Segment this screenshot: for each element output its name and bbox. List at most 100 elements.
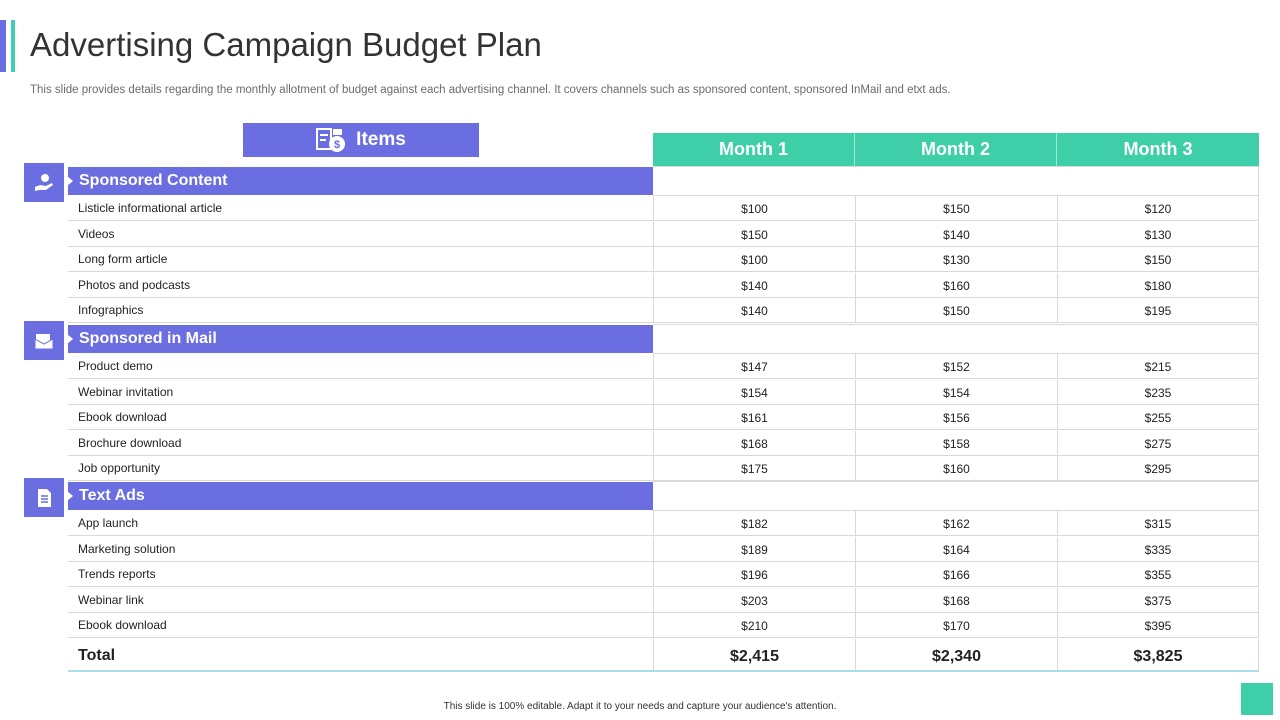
table-row: Brochure download $168 $158 $275 <box>68 430 1259 456</box>
month-2-value: $158 <box>855 430 1057 455</box>
row-label: Infographics <box>78 303 144 318</box>
month-1-value: $168 <box>653 430 855 455</box>
section-spacer-cell <box>653 166 1259 196</box>
month-3-value: $355 <box>1057 562 1259 587</box>
footer-note: This slide is 100% editable. Adapt it to… <box>443 701 837 712</box>
items-header: $ Items <box>243 123 479 157</box>
table-row: Photos and podcasts $140 $160 $180 <box>68 272 1259 298</box>
row-label: Job opportunity <box>78 461 161 476</box>
month-2-value: $160 <box>855 456 1057 481</box>
month-3-value: $335 <box>1057 536 1259 561</box>
row-label: Marketing solution <box>78 541 176 556</box>
table-row: Webinar link $203 $168 $375 <box>68 587 1259 613</box>
month-2-value: $140 <box>855 221 1057 246</box>
table-row: Infographics $140 $150 $195 <box>68 298 1259 324</box>
total-month-1: $2,415 <box>653 639 855 670</box>
row-label: Ebook download <box>78 410 167 425</box>
month-1-value: $210 <box>653 613 855 638</box>
row-label: Trends reports <box>78 567 156 582</box>
month-3-value: $235 <box>1057 379 1259 404</box>
corner-accent <box>1241 683 1273 715</box>
month-2-value: $150 <box>855 298 1057 323</box>
table-row: Webinar invitation $154 $154 $235 <box>68 379 1259 405</box>
month-1-value: $140 <box>653 272 855 297</box>
table-row: Ebook download $161 $156 $255 <box>68 405 1259 431</box>
caret-right-icon <box>67 491 73 501</box>
month-3-value: $130 <box>1057 221 1259 246</box>
month-3-value: $255 <box>1057 405 1259 430</box>
month-2-value: $170 <box>855 613 1057 638</box>
month-1-value: $196 <box>653 562 855 587</box>
row-label: Ebook download <box>78 618 167 633</box>
month-2-value: $166 <box>855 562 1057 587</box>
month-1-value: $203 <box>653 587 855 612</box>
items-header-label: Items <box>356 129 406 150</box>
row-label: Webinar invitation <box>78 384 174 399</box>
total-month-2: $2,340 <box>855 639 1057 670</box>
month-3-value: $295 <box>1057 456 1259 481</box>
month-3-value: $150 <box>1057 247 1259 272</box>
caret-right-icon <box>67 334 73 344</box>
month-3-value: $375 <box>1057 587 1259 612</box>
row-label: Brochure download <box>78 435 182 450</box>
month-2-header: Month 2 <box>855 133 1057 166</box>
month-2-value: $164 <box>855 536 1057 561</box>
caret-right-icon <box>67 176 73 186</box>
month-3-value: $395 <box>1057 613 1259 638</box>
month-2-value: $156 <box>855 405 1057 430</box>
table-row: App launch $182 $162 $315 <box>68 511 1259 536</box>
month-1-value: $147 <box>653 354 855 378</box>
table-row: Trends reports $196 $166 $355 <box>68 562 1259 588</box>
month-1-header: Month 1 <box>653 133 855 166</box>
document-icon <box>24 478 64 517</box>
section-header: Sponsored in Mail <box>67 325 653 353</box>
table-row: Videos $150 $140 $130 <box>68 221 1259 247</box>
month-1-value: $175 <box>653 456 855 481</box>
row-label: App launch <box>78 516 139 530</box>
month-2-value: $168 <box>855 587 1057 612</box>
section-title: Sponsored Content <box>79 172 228 189</box>
section-spacer-cell <box>653 324 1259 354</box>
table-row: Job opportunity $175 $160 $295 <box>68 456 1259 482</box>
row-label: Videos <box>78 226 115 241</box>
table-row: Product demo $147 $152 $215 <box>68 354 1259 379</box>
total-month-3: $3,825 <box>1057 639 1259 670</box>
section-title: Sponsored in Mail <box>79 330 217 347</box>
table-row: Ebook download $210 $170 $395 <box>68 613 1259 639</box>
row-label: Product demo <box>78 359 153 373</box>
section-header: Text Ads <box>67 482 653 510</box>
total-label: Total <box>78 647 116 664</box>
month-1-value: $100 <box>653 247 855 272</box>
month-3-value: $195 <box>1057 298 1259 323</box>
mail-icon <box>24 321 64 360</box>
month-2-value: $160 <box>855 272 1057 297</box>
table-row: Listicle informational article $100 $150 $1… <box>68 196 1259 221</box>
page-subtitle: This slide provides details regarding th… <box>30 84 951 96</box>
page-title: Advertising Campaign Budget Plan <box>30 26 542 63</box>
month-2-value: $150 <box>855 196 1057 220</box>
month-2-value: $130 <box>855 247 1057 272</box>
row-label: Long form article <box>78 252 168 267</box>
table-row: Long form article $100 $130 $150 <box>68 247 1259 273</box>
month-3-value: $315 <box>1057 511 1259 535</box>
month-2-value: $162 <box>855 511 1057 535</box>
row-label: Webinar link <box>78 592 144 607</box>
month-1-value: $189 <box>653 536 855 561</box>
month-2-value: $152 <box>855 354 1057 378</box>
month-1-value: $154 <box>653 379 855 404</box>
month-3-value: $215 <box>1057 354 1259 378</box>
svg-text:$: $ <box>334 139 340 151</box>
month-3-value: $120 <box>1057 196 1259 220</box>
hand-money-icon <box>24 163 64 202</box>
section-spacer-cell <box>653 481 1259 511</box>
month-3-header: Month 3 <box>1057 133 1259 166</box>
row-label: Listicle informational article <box>78 201 223 215</box>
row-label: Photos and podcasts <box>78 277 191 292</box>
table-row: Marketing solution $189 $164 $335 <box>68 536 1259 562</box>
month-2-value: $154 <box>855 379 1057 404</box>
section-header: Sponsored Content <box>67 167 653 195</box>
month-3-value: $180 <box>1057 272 1259 297</box>
month-1-value: $100 <box>653 196 855 220</box>
title-accent-bar <box>0 20 6 72</box>
month-1-value: $182 <box>653 511 855 535</box>
